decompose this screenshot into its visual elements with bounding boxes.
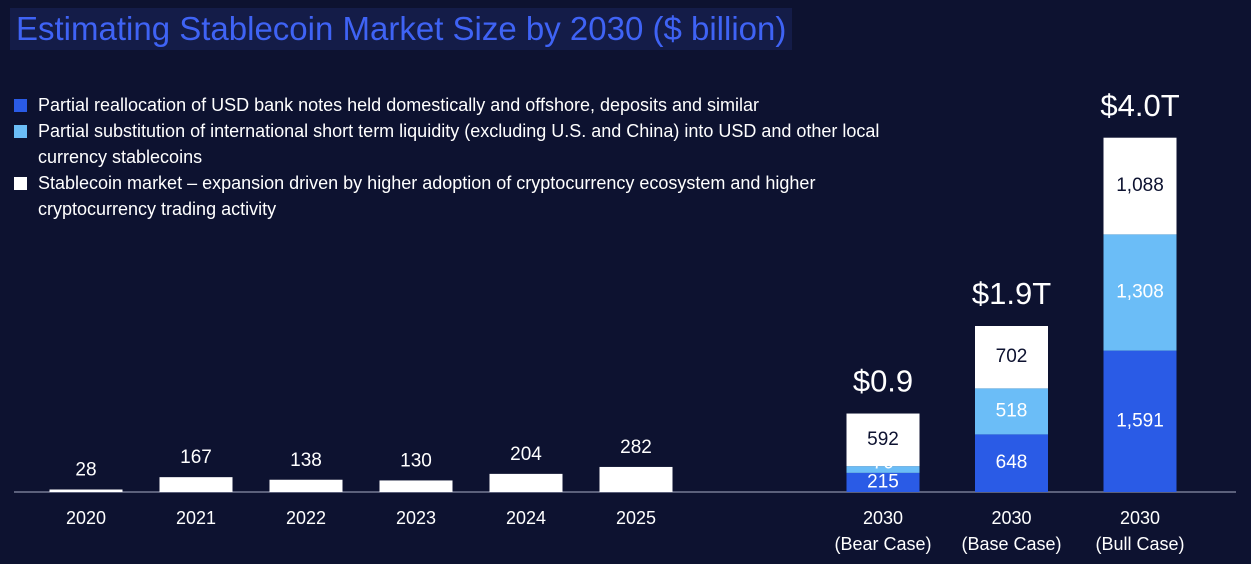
- legend-item: Partial substitution of international sh…: [14, 118, 894, 170]
- x-tick-label: 2020: [66, 508, 106, 528]
- total-label: $0.9: [853, 364, 913, 399]
- bar-segment: [975, 388, 1048, 435]
- value-label: 1,591: [1116, 410, 1164, 431]
- bar-segment: [1103, 137, 1177, 235]
- total-label: $1.9T: [972, 276, 1051, 311]
- x-tick-label: 2030 (Bear Case): [834, 508, 931, 554]
- value-label: 282: [620, 437, 652, 458]
- legend-swatch: [14, 177, 27, 190]
- value-label: 204: [510, 444, 542, 465]
- value-label: 518: [996, 400, 1028, 421]
- bar-segment: [489, 473, 563, 492]
- x-tick-line: (Bull Case): [1095, 534, 1184, 554]
- value-label: 167: [180, 447, 212, 468]
- x-tick-line: (Base Case): [961, 534, 1061, 554]
- value-label: 1,308: [1116, 282, 1164, 303]
- value-label: 130: [400, 450, 432, 471]
- x-tick-line: (Bear Case): [834, 534, 931, 554]
- x-tick-line: 2030: [863, 508, 903, 528]
- value-label: 138: [290, 450, 322, 471]
- bar-segment: [846, 413, 920, 467]
- bar-segment: [159, 477, 233, 492]
- bar-segment: [599, 466, 673, 492]
- value-label: 1,088: [1116, 175, 1164, 196]
- x-tick-label: 2024: [506, 508, 546, 528]
- x-tick-label: 2021: [176, 508, 216, 528]
- bar-segment: [269, 479, 343, 492]
- chart-title: Estimating Stablecoin Market Size by 203…: [10, 8, 793, 50]
- bar-segment: [379, 480, 453, 492]
- x-tick-label: 2030 (Base Case): [961, 508, 1061, 554]
- legend: Partial reallocation of USD bank notes h…: [14, 92, 894, 222]
- legend-swatch: [14, 99, 27, 112]
- x-tick-line: 2030: [1120, 508, 1160, 528]
- legend-label: Stablecoin market – expansion driven by …: [38, 173, 816, 219]
- x-tick-label: 2025: [616, 508, 656, 528]
- legend-item: Stablecoin market – expansion driven by …: [14, 170, 894, 222]
- legend-label: Partial substitution of international sh…: [38, 121, 880, 167]
- bar-segment: [975, 434, 1048, 492]
- value-label: 702: [996, 346, 1028, 367]
- value-label: 28: [75, 460, 96, 481]
- bar-segment: [1103, 234, 1177, 351]
- bar-segment: [846, 472, 920, 492]
- x-tick-line: 2030: [991, 508, 1031, 528]
- value-label: 215: [867, 471, 899, 492]
- value-label: 592: [867, 429, 899, 450]
- legend-item: Partial reallocation of USD bank notes h…: [14, 92, 894, 118]
- total-label: $4.0T: [1100, 88, 1179, 123]
- legend-label: Partial reallocation of USD bank notes h…: [38, 95, 760, 115]
- bar-segment: [49, 489, 123, 492]
- bar-segment: [975, 326, 1048, 389]
- x-tick-label: 2030 (Bull Case): [1095, 508, 1184, 554]
- x-tick-label: 2022: [286, 508, 326, 528]
- bar-segment: [846, 466, 920, 473]
- legend-swatch: [14, 125, 27, 138]
- value-label: 648: [996, 452, 1028, 473]
- x-tick-label: 2023: [396, 508, 436, 528]
- bar-segment: [1103, 350, 1177, 492]
